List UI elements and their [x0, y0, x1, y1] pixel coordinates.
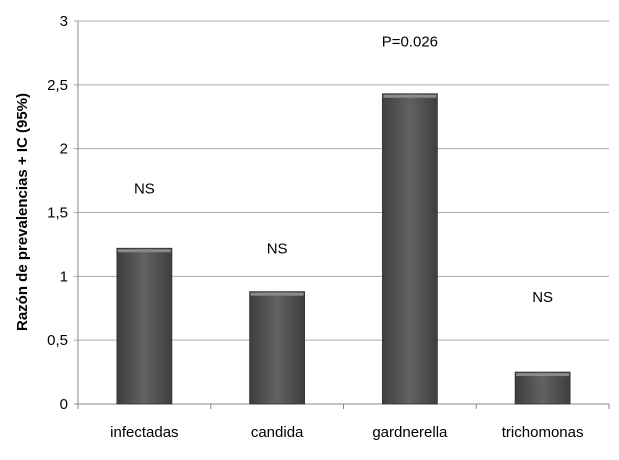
bar-trichomonas [514, 371, 571, 405]
x-tick-label: trichomonas [502, 424, 584, 441]
y-tick-label: 1 [60, 268, 68, 285]
x-tick-label: candida [251, 424, 304, 441]
y-tick-label: 3 [60, 13, 68, 30]
y-tick-label: 0 [60, 396, 68, 413]
x-tick-label: infectadas [110, 424, 178, 441]
y-tick-label: 0,5 [47, 332, 68, 349]
bar-annotation: NS [134, 180, 155, 197]
y-tick-label: 2 [60, 141, 68, 158]
x-tick-label: gardnerella [372, 424, 448, 441]
bar-highlight [250, 292, 304, 296]
bar-annotation: P=0.026 [382, 34, 438, 51]
bar-infectadas [116, 247, 173, 405]
bar-gardnerella [381, 93, 438, 405]
bar-annotation: NS [532, 289, 553, 306]
bar-highlight [117, 249, 171, 253]
bar-highlight [383, 94, 437, 98]
y-tick-label: 1,5 [47, 205, 68, 222]
y-axis-label: Razón de prevalencias + IC (95%) [14, 93, 31, 331]
y-tick-label: 2,5 [47, 77, 68, 94]
bar-candida [249, 291, 306, 405]
bar-highlight [516, 373, 570, 377]
bar-annotation: NS [267, 240, 288, 257]
